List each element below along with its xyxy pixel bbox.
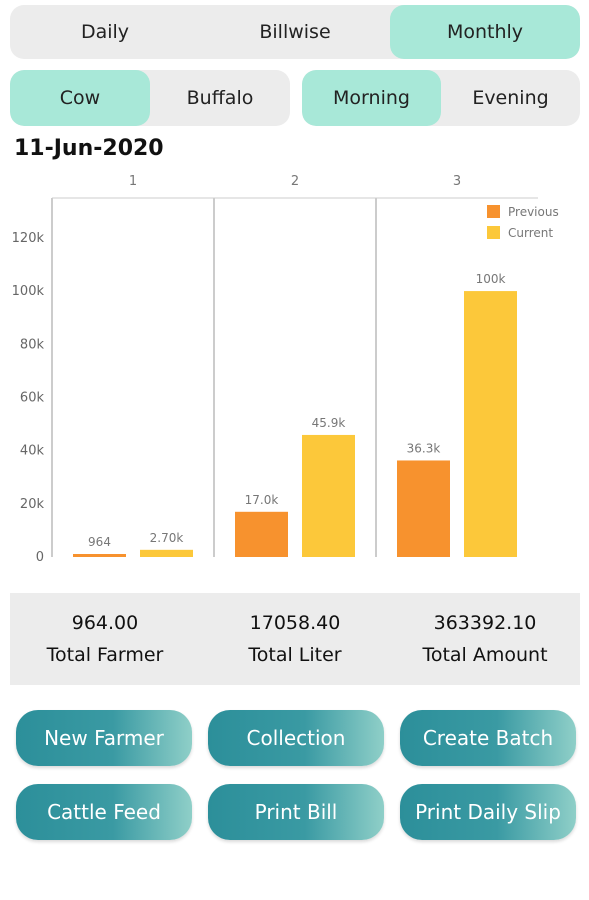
print-daily-slip-button[interactable]: Print Daily Slip (400, 784, 576, 840)
stat-label: Total Amount (422, 644, 548, 666)
stat-label: Total Farmer (46, 644, 164, 666)
tab-morning[interactable]: Morning (302, 70, 441, 126)
y-tick-label: 60k (20, 390, 45, 405)
stat-total-farmer: 964.00 Total Farmer (10, 593, 200, 685)
y-tick-label: 20k (20, 497, 45, 512)
shift-tabs: Morning Evening (302, 70, 580, 126)
bar-previous-3 (397, 460, 450, 557)
category-label: 3 (453, 174, 461, 189)
legend-label: Current (508, 226, 553, 240)
tab-daily[interactable]: Daily (80, 21, 130, 43)
legend-swatch (487, 226, 500, 239)
y-tick-label: 0 (36, 550, 44, 565)
tab-buffalo[interactable]: Buffalo (186, 87, 254, 109)
bar-current-3 (464, 291, 517, 557)
bar-previous-1 (73, 554, 126, 557)
data-label: 2.70k (150, 531, 184, 545)
cattle-feed-button[interactable]: Cattle Feed (16, 784, 192, 840)
date-label: 11-Jun-2020 (14, 136, 164, 161)
category-label: 1 (129, 174, 137, 189)
tab-cow[interactable]: Cow (10, 70, 150, 126)
y-tick-label: 80k (20, 337, 45, 352)
new-farmer-button[interactable]: New Farmer (16, 710, 192, 766)
bar-current-1 (140, 549, 193, 557)
bar-chart: 1 2 3 0 20k 40k 60k 80k 100k 120k 964 2.70k 17.0k 45.… (12, 174, 559, 565)
data-label: 45.9k (312, 416, 346, 430)
y-tick-label: 120k (12, 231, 45, 246)
data-label: 964 (88, 535, 111, 549)
tab-monthly[interactable]: Monthly (390, 5, 580, 59)
print-bill-button[interactable]: Print Bill (208, 784, 384, 840)
bar-previous-2 (235, 511, 288, 557)
y-tick-label: 40k (20, 444, 45, 459)
tab-evening[interactable]: Evening (472, 87, 549, 109)
stats-panel: 964.00 Total Farmer 17058.40 Total Liter… (10, 593, 580, 685)
bar-current-2 (302, 434, 355, 557)
y-tick-label: 100k (12, 284, 45, 299)
data-label: 100k (476, 272, 506, 286)
stat-label: Total Liter (248, 644, 342, 666)
create-batch-button[interactable]: Create Batch (400, 710, 576, 766)
category-label: 2 (291, 174, 299, 189)
legend-label: Previous (508, 205, 559, 219)
period-tabs: Daily Billwise Monthly (10, 5, 580, 59)
data-label: 17.0k (245, 493, 279, 507)
stat-total-amount: 363392.10 Total Amount (390, 593, 580, 685)
stat-value: 17058.40 (249, 612, 341, 634)
animal-tabs: Cow Buffalo (10, 70, 290, 126)
stat-total-liter: 17058.40 Total Liter (200, 593, 390, 685)
stat-value: 964.00 (71, 612, 139, 634)
legend-swatch (487, 205, 500, 218)
stat-value: 363392.10 (433, 612, 537, 634)
data-label: 36.3k (407, 441, 441, 455)
collection-button[interactable]: Collection (208, 710, 384, 766)
tab-billwise[interactable]: Billwise (259, 21, 331, 43)
